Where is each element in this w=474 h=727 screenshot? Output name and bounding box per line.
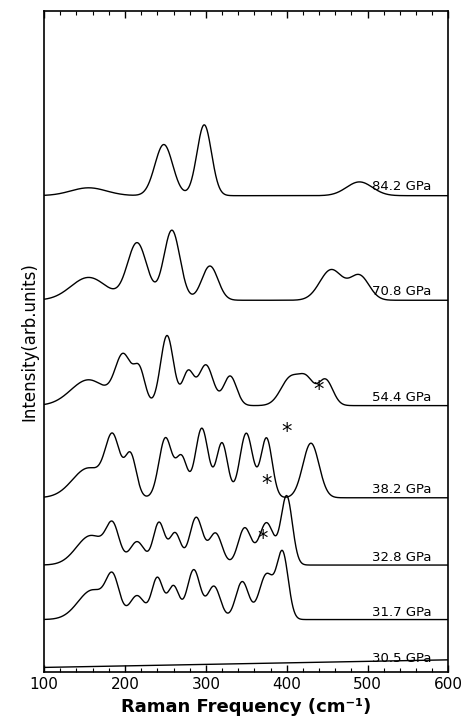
Text: 54.4 GPa: 54.4 GPa bbox=[372, 390, 431, 403]
Y-axis label: Intensity(arb.units): Intensity(arb.units) bbox=[20, 262, 38, 421]
Text: 84.2 GPa: 84.2 GPa bbox=[372, 180, 431, 193]
Text: 32.8 GPa: 32.8 GPa bbox=[372, 551, 431, 564]
Text: *: * bbox=[282, 422, 292, 441]
Text: 31.7 GPa: 31.7 GPa bbox=[372, 606, 431, 619]
Text: 70.8 GPa: 70.8 GPa bbox=[372, 286, 431, 298]
Text: *: * bbox=[261, 474, 272, 494]
Text: 30.5 GPa: 30.5 GPa bbox=[372, 652, 431, 665]
Text: *: * bbox=[314, 379, 324, 400]
X-axis label: Raman Frequency (cm⁻¹): Raman Frequency (cm⁻¹) bbox=[121, 698, 372, 716]
Text: *: * bbox=[257, 529, 268, 549]
Text: 38.2 GPa: 38.2 GPa bbox=[372, 483, 431, 497]
